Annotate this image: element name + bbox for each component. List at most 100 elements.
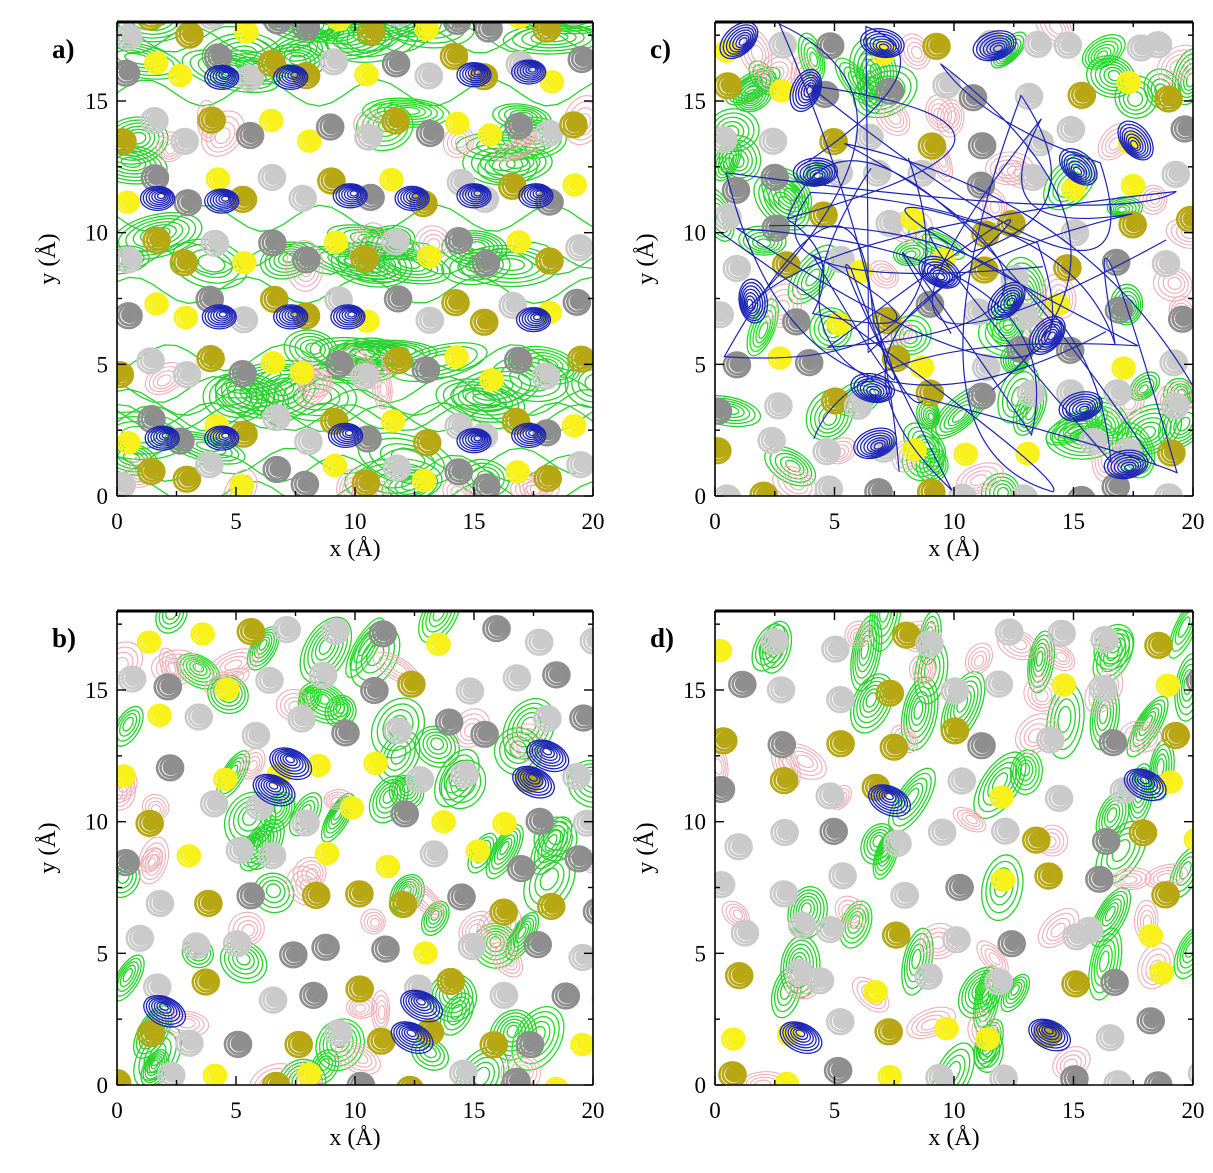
pink-contour [964,642,994,675]
atom-yellow [426,632,451,656]
chart-panel-b: 0 5 10 15 20 0 5 10 15 x (Å) y (Å) b) [35,609,605,1151]
atom-olive [317,167,346,195]
atom-olive [715,72,743,100]
atom-yellow [562,173,588,197]
atom-yellow [173,305,199,330]
atom-darkgray [356,183,385,211]
atom-lightgray [1201,734,1213,759]
atom-yellow [934,1016,959,1041]
atom-yellow [506,230,532,254]
atom-lightgray [415,306,445,334]
pink-contour [868,260,899,289]
atom-lightgray [1205,922,1213,947]
atom-olive [356,22,386,46]
atom-lightgray [241,721,271,750]
atom-lightgray [1053,31,1083,59]
blue-contour [779,1021,823,1054]
atom-olive [1176,205,1193,234]
blue-contour [1028,1018,1072,1052]
atom-darkgray [411,356,441,384]
green-contour [850,614,883,692]
atom-lightgray [291,809,320,837]
atom-darkgray [504,112,534,140]
atom-lightgray [1074,916,1104,944]
blue-contour [456,428,492,454]
atom-darkgray [1185,669,1193,693]
atom-lightgray [222,930,252,958]
atom-darkgray [1098,728,1128,757]
atom-lightgray [572,809,593,837]
x-tick-label: 0 [709,1098,721,1123]
atom-darkgray [551,982,581,1010]
atom-yellow [774,1071,800,1085]
atom-lightgray [181,932,211,960]
blue-contour [719,22,759,60]
atom-darkgray [472,473,501,496]
atom-yellow [508,22,531,29]
atom-olive [769,766,799,795]
atom-lightgray [722,254,752,283]
atom-olive [381,107,410,135]
blue-contours [139,59,554,454]
atom-lightgray [914,962,943,991]
pink-contour [772,465,817,496]
atom-lightgray [566,451,593,479]
blue-contour [518,183,554,209]
chart-panel-a: 0 5 10 15 20 0 5 10 15 x (Å) y (Å) a) [35,20,605,562]
atom-olive [383,347,413,375]
blue-contour [139,185,176,212]
atom-yellow [544,1076,569,1085]
atom-olive [724,961,754,990]
atom-darkgray [444,458,474,486]
atom-yellow [570,1032,593,1057]
atom-lightgray [724,833,753,861]
blue-contour [868,784,911,817]
atom-yellow [143,51,169,75]
atom-lightgray [350,362,379,390]
atom-yellow [296,129,322,153]
green-contour [1009,749,1043,796]
atom-lightgray [715,871,736,899]
atom-lightgray [170,127,199,155]
y-axis-label: y (Å) [35,233,61,284]
green-contour-line [117,79,593,107]
atom-darkgray [325,350,354,378]
pink-contour [370,990,391,1032]
atom-lightgray [381,228,410,256]
atom-olive [820,387,850,415]
atom-olive [469,308,499,336]
atom-yellow [1051,673,1077,697]
atom-darkgray [299,981,328,1010]
atom-olive [1034,862,1063,890]
atom-lightgray [354,123,383,151]
ticks [116,22,594,497]
atom-lightgray [907,159,937,187]
atom-yellow [117,190,140,214]
atom-lightgray [321,617,350,646]
atom-lightgray [855,123,884,151]
atom-olive [136,1019,166,1048]
atom-olive [536,892,566,921]
atom-lightgray [184,703,214,731]
atom-olive [718,1061,747,1085]
atom-lightgray [200,229,230,257]
pink-contour [408,881,444,919]
pink-contour [909,654,936,685]
y-tick-label: 10 [85,810,108,835]
atom-yellow [416,245,442,269]
pink-contour [936,98,965,138]
atom-yellow [289,361,315,385]
chart-panel-d: 0 5 10 15 20 0 5 10 15 x (Å) y (Å) d) [633,609,1213,1151]
atom-olive [1061,970,1090,998]
y-tick-label: 15 [85,89,108,114]
atom-darkgray [291,22,321,41]
blue-contour [330,304,366,330]
x-axis-label: x (Å) [329,536,380,562]
atom-lightgray [287,705,317,733]
atom-olive [922,32,951,60]
atom-lightgray [591,993,593,1005]
atom-darkgray [360,676,389,705]
atom-olive [320,407,349,435]
atom-darkgray [542,661,571,689]
atom-olive [350,245,379,273]
